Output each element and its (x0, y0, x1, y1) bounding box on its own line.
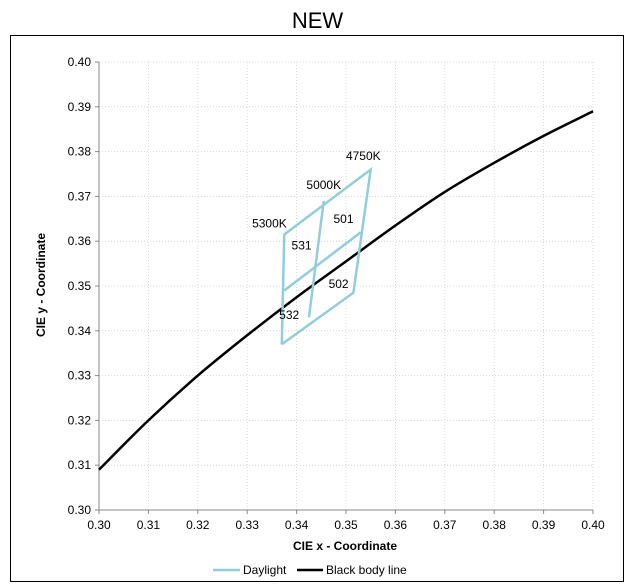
legend-label-black-body: Black body line (326, 563, 407, 577)
y-axis-title: CIE y - Coordinate (34, 233, 48, 337)
daylight-segment (309, 201, 324, 317)
x-tick-label: 0.37 (433, 518, 457, 532)
annotation-531: 531 (292, 239, 312, 253)
legend-label-daylight: Daylight (243, 563, 287, 577)
y-tick-label: 0.40 (68, 55, 92, 69)
legend: Daylight Black body line (213, 563, 407, 577)
y-tick-label: 0.33 (68, 369, 92, 383)
annotation-502: 502 (329, 277, 349, 291)
y-tick-label: 0.34 (68, 324, 92, 338)
x-tick-label: 0.31 (137, 518, 161, 532)
y-tick-label: 0.30 (68, 503, 92, 517)
y-tick-label: 0.37 (68, 189, 92, 203)
x-tick-label: 0.40 (581, 518, 605, 532)
x-tick-label: 0.39 (532, 518, 556, 532)
y-tick-label: 0.35 (68, 279, 92, 293)
annotation-5300k: 5300K (252, 216, 287, 230)
annotation-4750k: 4750K (346, 149, 381, 163)
y-tick-label: 0.31 (68, 458, 92, 472)
x-axis-title: CIE x - Coordinate (293, 539, 397, 553)
x-tick-label: 0.33 (236, 518, 260, 532)
annotation-532: 532 (279, 308, 299, 322)
annotation-501: 501 (334, 212, 354, 226)
y-tick-label: 0.39 (68, 100, 92, 114)
x-tick-label: 0.30 (87, 518, 111, 532)
x-tick-label: 0.34 (285, 518, 309, 532)
y-tick-label: 0.38 (68, 145, 92, 159)
x-tick-label: 0.36 (384, 518, 408, 532)
y-tick-label: 0.32 (68, 413, 92, 427)
annotation-5000k: 5000K (306, 178, 341, 192)
x-tick-label: 0.38 (483, 518, 507, 532)
x-tick-label: 0.32 (186, 518, 210, 532)
x-tick-label: 0.35 (334, 518, 358, 532)
y-tick-label: 0.36 (68, 234, 92, 248)
